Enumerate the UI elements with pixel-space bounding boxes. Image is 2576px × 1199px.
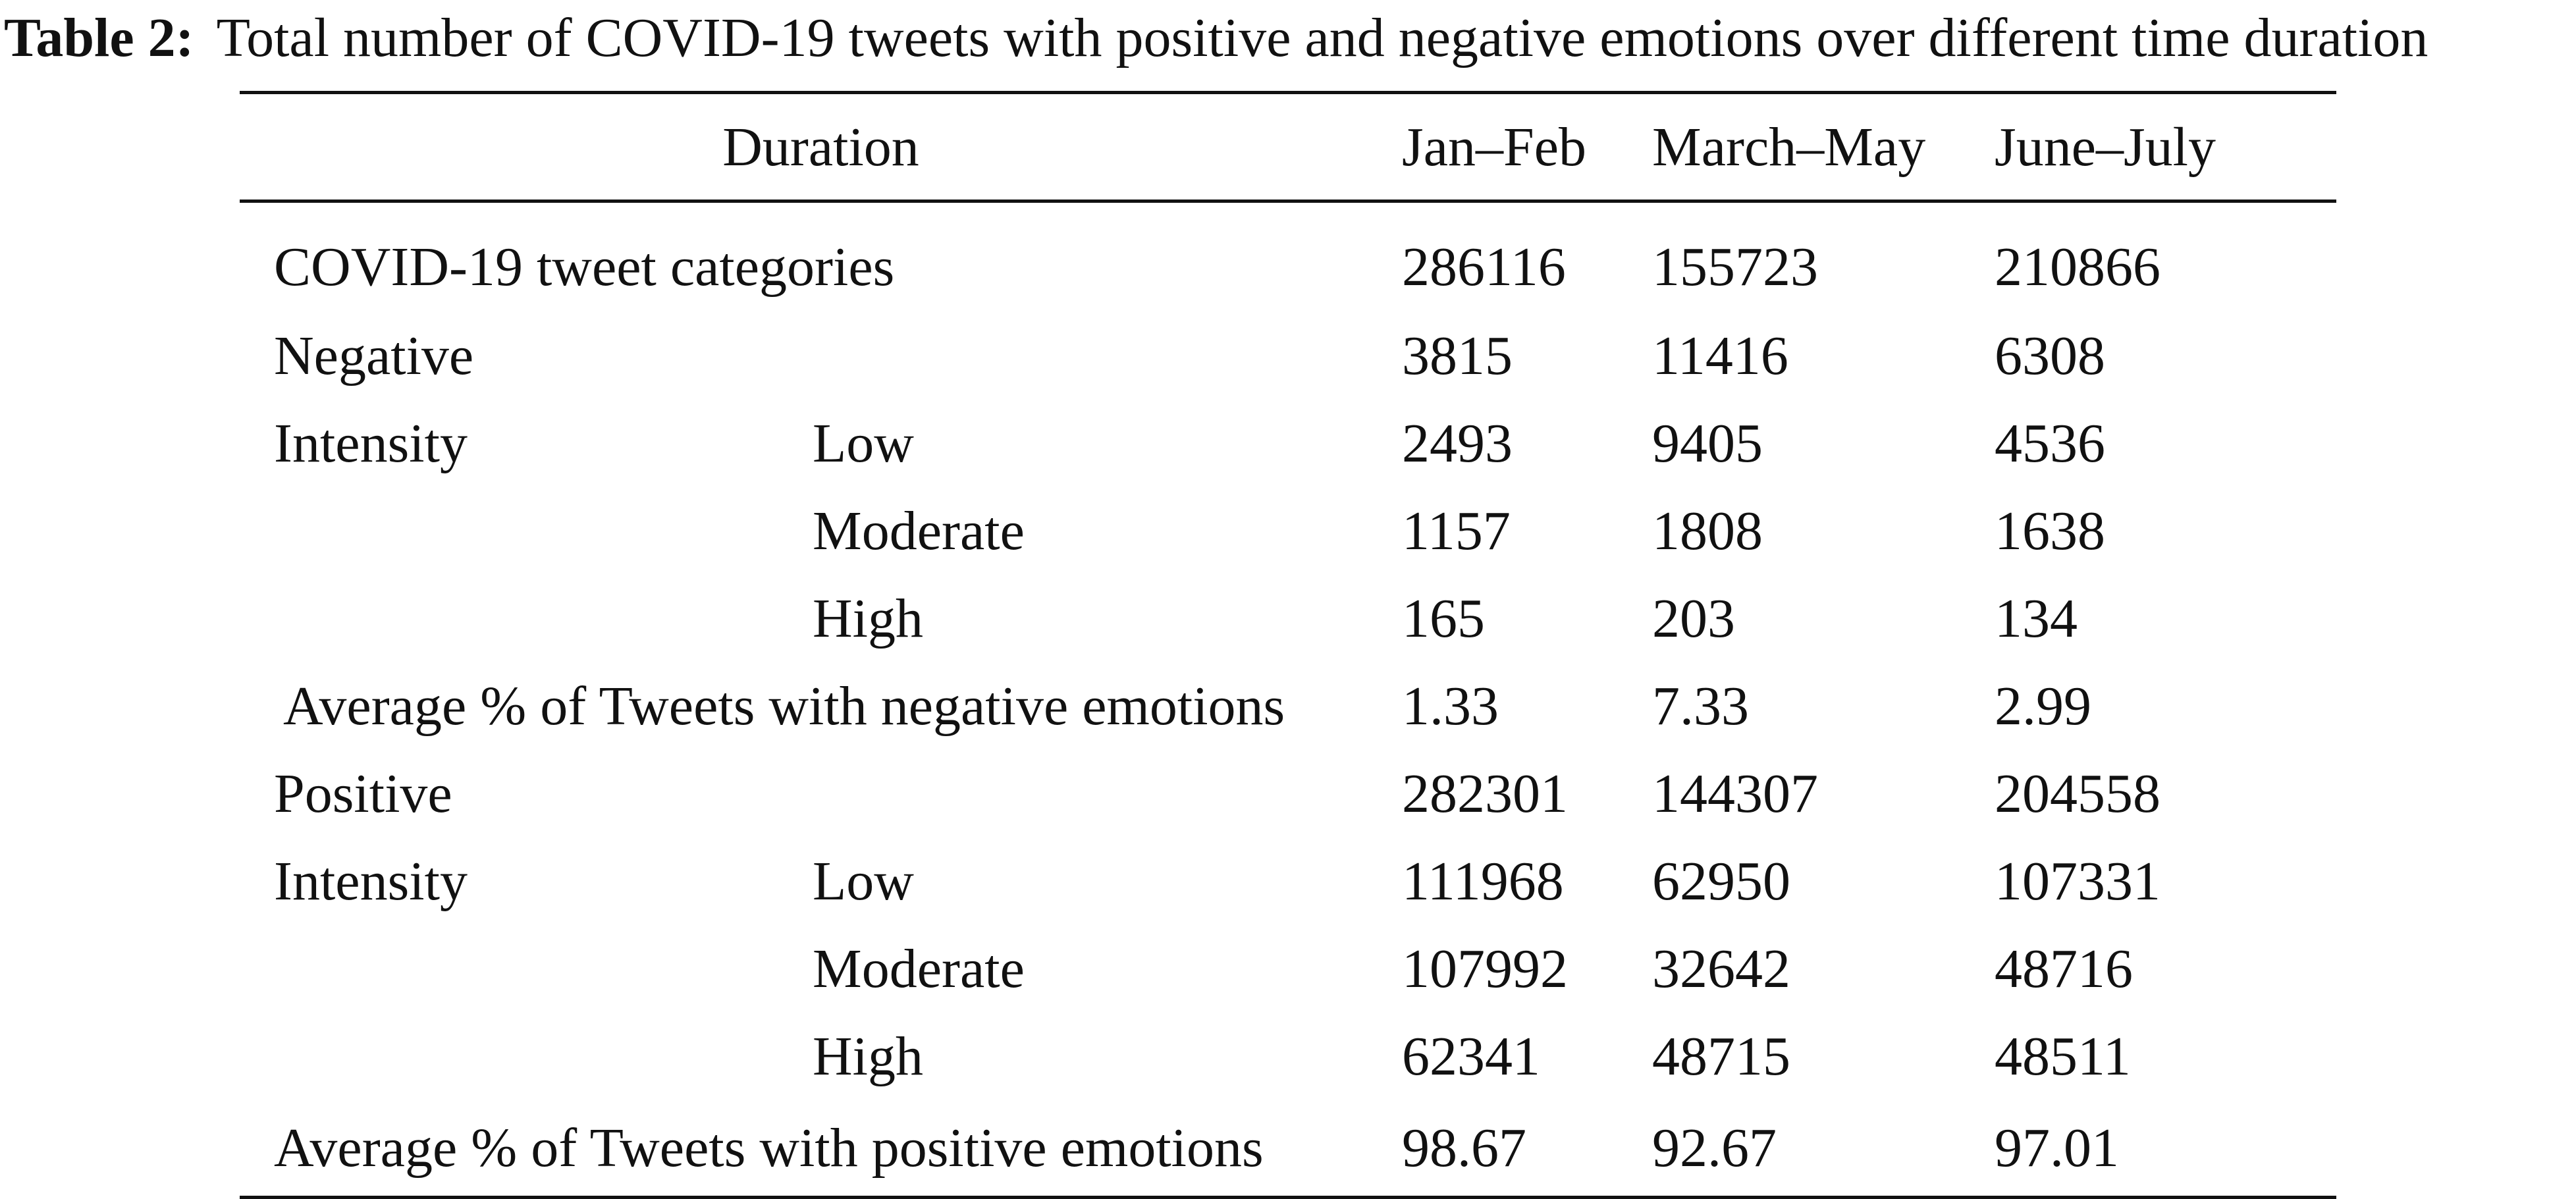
row-sublabel (813, 312, 1402, 400)
header-row: Duration Jan–Feb March–May June–July (240, 92, 2336, 201)
cell-march-may: 11416 (1652, 325, 1788, 386)
cell-june-july: 48716 (1995, 938, 2133, 999)
emotions-table: Duration Jan–Feb March–May June–July COV… (240, 91, 2336, 1199)
cell-jan-feb: 1.33 (1402, 675, 1499, 737)
row-label: Average % of Tweets with negative emotio… (283, 675, 1285, 737)
cell-june-july: 1638 (1995, 500, 2105, 562)
cell-march-may: 203 (1652, 587, 1735, 649)
cell-june-july: 2.99 (1995, 675, 2091, 737)
cell-june-july: 204558 (1995, 762, 2160, 824)
cell-march-may: 32642 (1652, 938, 1790, 999)
row-label: Intensity (274, 412, 468, 474)
table-row: Moderate 1157 1808 1638 (240, 487, 2336, 575)
row-label: Intensity (274, 850, 468, 912)
row-label: Negative (274, 325, 474, 386)
cell-jan-feb: 282301 (1402, 762, 1568, 824)
table-row: Average % of Tweets with positive emotio… (240, 1100, 2336, 1198)
cell-jan-feb: 98.67 (1402, 1117, 1526, 1179)
cell-march-may: 155723 (1652, 236, 1818, 298)
table-row: High 62341 48715 48511 (240, 1013, 2336, 1100)
caption-label: Table 2: (4, 7, 194, 68)
row-label (240, 575, 813, 662)
table-caption: Table 2: Total number of COVID-19 tweets … (4, 5, 2572, 71)
row-label: Positive (274, 762, 452, 824)
table-row: Negative 3815 11416 6308 (240, 312, 2336, 400)
cell-june-july: 107331 (1995, 850, 2160, 912)
cell-march-may: 1808 (1652, 500, 1763, 562)
cell-jan-feb: 2493 (1402, 412, 1513, 474)
cell-jan-feb: 111968 (1402, 850, 1564, 912)
table-row: High 165 203 134 (240, 575, 2336, 662)
cell-march-may: 144307 (1652, 762, 1818, 824)
cell-june-july: 6308 (1995, 325, 2105, 386)
cell-jan-feb: 107992 (1402, 938, 1568, 999)
header-march-may: March–May (1652, 116, 1926, 178)
row-label (240, 487, 813, 575)
cell-jan-feb: 1157 (1402, 500, 1511, 562)
row-sublabel: Moderate (813, 938, 1025, 999)
cell-march-may: 92.67 (1652, 1117, 1777, 1179)
cell-june-july: 48511 (1995, 1025, 2131, 1087)
row-label: Average % of Tweets with positive emotio… (274, 1117, 1264, 1179)
row-label (240, 1013, 813, 1100)
cell-june-july: 97.01 (1995, 1117, 2119, 1179)
cell-jan-feb: 286116 (1402, 236, 1566, 298)
table-row: Intensity Low 111968 62950 107331 (240, 838, 2336, 925)
cell-jan-feb: 3815 (1402, 325, 1513, 386)
cell-june-july: 134 (1995, 587, 2078, 649)
cell-jan-feb: 62341 (1402, 1025, 1540, 1087)
cell-june-july: 210866 (1995, 236, 2160, 298)
row-label (240, 925, 813, 1013)
row-sublabel (813, 750, 1402, 838)
row-sublabel: Moderate (813, 500, 1025, 562)
table-row: Positive 282301 144307 204558 (240, 750, 2336, 838)
cell-jan-feb: 165 (1402, 587, 1485, 649)
table-row: COVID-19 tweet categories 286116 155723 … (240, 201, 2336, 312)
row-sublabel: Low (813, 850, 914, 912)
data-table-container: Duration Jan–Feb March–May June–July COV… (240, 91, 2336, 1199)
row-sublabel: High (813, 587, 923, 649)
cell-june-july: 4536 (1995, 412, 2105, 474)
row-sublabel: Low (813, 412, 914, 474)
cell-march-may: 9405 (1652, 412, 1763, 474)
header-jan-feb: Jan–Feb (1402, 116, 1586, 178)
cell-march-may: 7.33 (1652, 675, 1749, 737)
cell-march-may: 62950 (1652, 850, 1790, 912)
table-row: Intensity Low 2493 9405 4536 (240, 400, 2336, 487)
table-row: Average % of Tweets with negative emotio… (240, 662, 2336, 750)
cell-march-may: 48715 (1652, 1025, 1790, 1087)
header-june-july: June–July (1995, 116, 2216, 178)
header-duration: Duration (722, 116, 919, 178)
table-row: Moderate 107992 32642 48716 (240, 925, 2336, 1013)
row-sublabel: High (813, 1025, 923, 1087)
row-label: COVID-19 tweet categories (274, 236, 895, 298)
caption-text: Total number of COVID-19 tweets with pos… (216, 7, 2428, 68)
